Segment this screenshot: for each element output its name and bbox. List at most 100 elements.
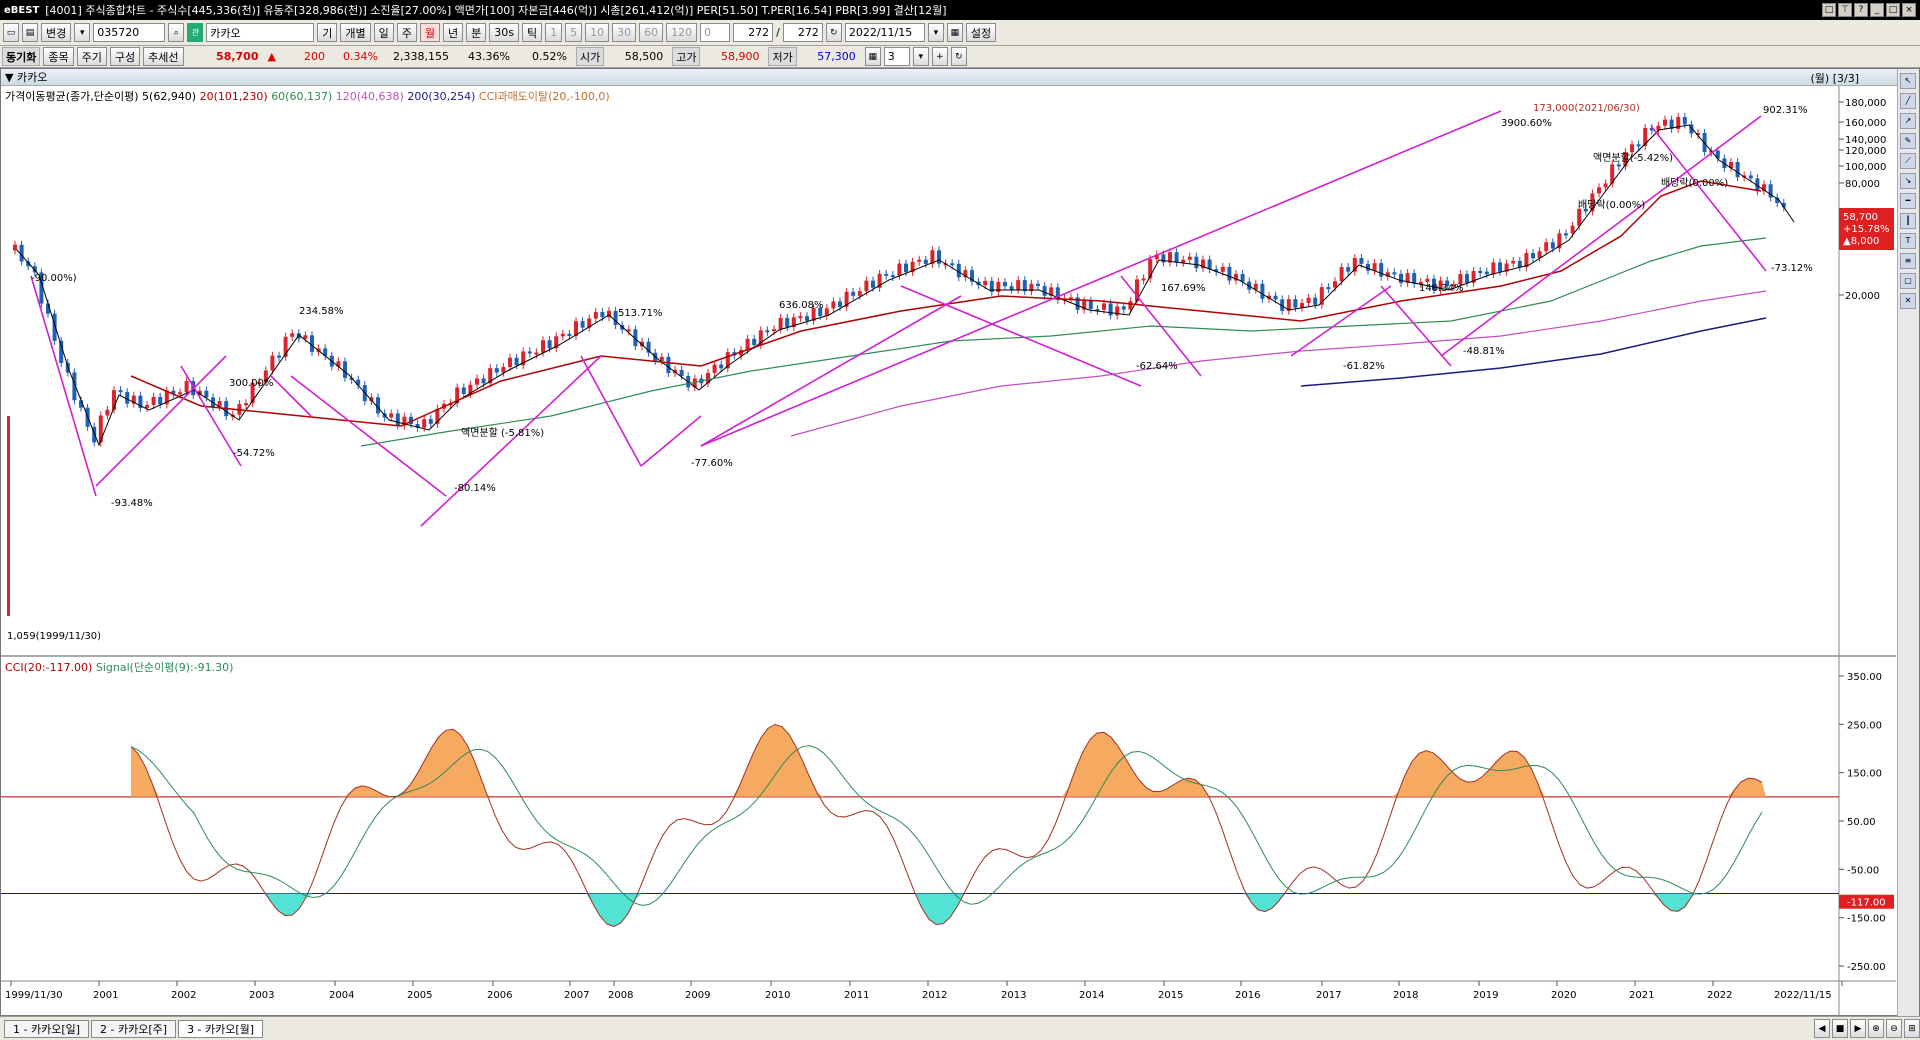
pin-icon[interactable]: ⊤ xyxy=(1838,3,1852,17)
date-input[interactable]: 2022/11/15 xyxy=(844,23,925,42)
candle-body xyxy=(514,357,519,366)
unit-input[interactable]: 0 xyxy=(700,23,731,42)
zoom-out-icon[interactable]: ⊖ xyxy=(1886,1019,1902,1038)
cci-signal-legend[interactable]: CCI과매도이탈(20,-100,0) xyxy=(478,90,610,103)
tab-daily[interactable]: 1 - 카카오[일] xyxy=(4,1019,90,1038)
candle-body xyxy=(1280,299,1285,311)
collapse-icon[interactable]: ▼ xyxy=(5,70,17,84)
scroll-right-icon[interactable]: ▶ xyxy=(1850,1019,1866,1038)
period-day[interactable]: 일 xyxy=(373,23,394,42)
scroll-left-icon[interactable]: ◀ xyxy=(1814,1019,1830,1038)
minute-30[interactable]: 30 xyxy=(612,23,637,42)
cci-signal-legend-item[interactable]: Signal(단순이평(9):-91.30) xyxy=(95,661,234,674)
minute-10[interactable]: 10 xyxy=(585,23,610,42)
trend-tool-icon[interactable]: ⟋ xyxy=(1900,153,1916,169)
fib-tool-icon[interactable]: ≡ xyxy=(1900,253,1916,269)
count-input[interactable]: 272 xyxy=(733,23,774,42)
candle-body xyxy=(1623,152,1628,167)
ma5-legend[interactable]: 5(62,940) xyxy=(142,90,197,103)
ma60-legend[interactable]: 60(60,137) xyxy=(271,90,333,103)
period-tick[interactable]: 틱 xyxy=(521,23,543,42)
cycle-icon[interactable]: ↻ xyxy=(825,23,842,42)
price-chart-svg[interactable]: -90.00%) -93.48% 300.00% -54.72% 234.58% -80.… xyxy=(1,86,1896,1016)
ma-legend-main[interactable]: 가격이동평균(종가,단순이평) xyxy=(5,90,139,103)
candle-body xyxy=(910,261,915,273)
gi-button[interactable]: 기 xyxy=(317,23,338,42)
candle-body xyxy=(1187,256,1192,260)
zoom-fit-icon[interactable]: ⊞ xyxy=(1904,1019,1920,1038)
date-dropdown-icon[interactable]: ▾ xyxy=(927,23,944,42)
box-tool-icon[interactable]: ▢ xyxy=(1900,273,1916,289)
period-30s[interactable]: 30s xyxy=(489,23,519,42)
pen-tool-icon[interactable]: ✎ xyxy=(1900,133,1916,149)
cursor-tool-icon[interactable]: ↖ xyxy=(1900,73,1916,89)
chevron-down-icon[interactable]: ▾ xyxy=(74,23,91,42)
price-change: 200 xyxy=(303,50,325,63)
minute-60[interactable]: 60 xyxy=(639,23,664,42)
ma200-legend[interactable]: 200(30,254) xyxy=(407,90,476,103)
ma20-legend[interactable]: 20(101,230) xyxy=(199,90,268,103)
period-year[interactable]: 년 xyxy=(443,23,464,42)
pane-dropdown-icon[interactable]: ▾ xyxy=(912,47,929,66)
candle-body xyxy=(164,390,169,405)
trendline-button[interactable]: 추세선 xyxy=(143,47,184,66)
grid-icon[interactable]: ▦ xyxy=(864,47,881,66)
individual-button[interactable]: 개별 xyxy=(340,23,371,42)
save-icon[interactable]: ▤ xyxy=(22,23,38,42)
minimize-icon[interactable]: _ xyxy=(1870,3,1884,17)
trend-line xyxy=(30,275,97,497)
close-icon[interactable]: × xyxy=(1902,3,1916,17)
cci-legend-main[interactable]: CCI(20:-117.00) xyxy=(5,661,93,674)
chart-annotation: 902.31% xyxy=(1763,105,1808,116)
arrow-tool-icon[interactable]: ↘ xyxy=(1900,173,1916,189)
candle-body xyxy=(1643,128,1648,146)
candle-body xyxy=(475,378,479,385)
minute-5[interactable]: 5 xyxy=(565,23,583,42)
candle-body xyxy=(389,413,394,418)
change-button[interactable]: 변경 xyxy=(41,23,72,42)
ma5-line xyxy=(16,124,1795,447)
candle-body xyxy=(1735,162,1740,178)
candle-body xyxy=(560,333,565,337)
ma120-legend[interactable]: 120(40,638) xyxy=(335,90,404,103)
tab-weekly[interactable]: 2 - 카카오[주] xyxy=(91,1019,177,1038)
cycle-button[interactable]: 주기 xyxy=(76,47,107,66)
search-icon[interactable]: ⌕ xyxy=(168,23,185,42)
delete-tool-icon[interactable]: ✕ xyxy=(1900,293,1916,309)
calendar-icon[interactable]: ▦ xyxy=(946,23,963,42)
add-icon[interactable]: + xyxy=(931,47,948,66)
new-window-icon[interactable]: ▭ xyxy=(3,23,19,42)
ma200-line xyxy=(1300,317,1767,387)
refresh-icon[interactable]: ↻ xyxy=(950,47,967,66)
period-month[interactable]: 월 xyxy=(419,23,440,42)
minute-1[interactable]: 1 xyxy=(545,23,563,42)
restore-icon[interactable]: □ xyxy=(1822,3,1836,17)
layout-button[interactable]: 구성 xyxy=(109,47,141,66)
candle-body xyxy=(1260,283,1265,299)
candle-body xyxy=(1207,259,1212,270)
sync-label[interactable]: 동기화 xyxy=(2,47,41,66)
tab-monthly[interactable]: 3 - 카카오[월] xyxy=(178,1019,264,1038)
hline-tool-icon[interactable]: ━ xyxy=(1900,193,1916,209)
stop-icon[interactable]: ■ xyxy=(1832,1019,1848,1038)
candle-body xyxy=(956,263,961,278)
x-tick-label: 2010 xyxy=(765,990,790,1001)
period-week[interactable]: 주 xyxy=(396,23,417,42)
candle-body xyxy=(970,270,974,282)
stock-code-input[interactable]: 035720 xyxy=(93,23,166,42)
zoom-in-icon[interactable]: ⊕ xyxy=(1868,1019,1884,1038)
pane-count-select[interactable]: 3 xyxy=(883,47,910,66)
minute-120[interactable]: 120 xyxy=(666,23,698,42)
period-minute[interactable]: 분 xyxy=(466,23,487,42)
text-tool-icon[interactable]: T xyxy=(1900,233,1916,249)
candle-body xyxy=(1088,300,1093,310)
line-tool-icon[interactable]: ╱ xyxy=(1900,93,1916,109)
candle-body xyxy=(1108,303,1113,316)
item-button[interactable]: 종목 xyxy=(43,47,74,66)
stock-name-field[interactable]: 카카오 xyxy=(206,23,315,42)
settings-button[interactable]: 설정 xyxy=(965,23,997,42)
maximize-icon[interactable]: □ xyxy=(1886,3,1900,17)
vline-tool-icon[interactable]: ┃ xyxy=(1900,213,1916,229)
help-icon[interactable]: ? xyxy=(1854,3,1868,17)
ray-tool-icon[interactable]: ↗ xyxy=(1900,113,1916,129)
